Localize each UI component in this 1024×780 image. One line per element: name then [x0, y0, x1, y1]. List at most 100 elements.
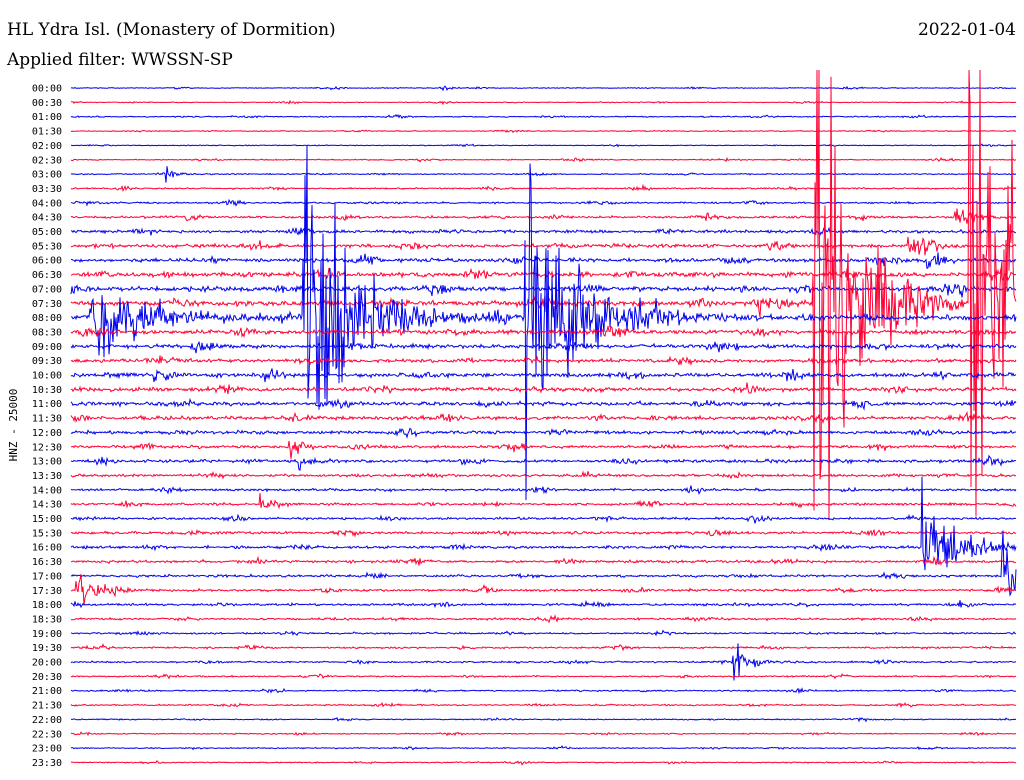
trace-line — [70, 183, 1017, 193]
time-label: 05:30 — [32, 241, 62, 252]
trace-line — [70, 208, 1017, 224]
time-label: 06:00 — [32, 256, 62, 267]
trace-line — [70, 470, 1017, 480]
time-label: 22:00 — [32, 715, 62, 726]
time-label: 11:00 — [32, 399, 62, 410]
trace-line — [70, 236, 1017, 256]
time-label: 07:30 — [32, 299, 62, 310]
trace-line — [70, 368, 1017, 383]
trace-line — [70, 687, 1017, 695]
trace-line — [70, 614, 1017, 624]
trace-line — [70, 283, 1017, 298]
trace-line — [70, 69, 1017, 520]
trace-line — [70, 629, 1017, 637]
time-label: 14:00 — [32, 485, 62, 496]
trace-line — [70, 555, 1017, 566]
trace-line — [70, 731, 1017, 737]
trace-line — [70, 440, 1017, 460]
time-label: 21:00 — [32, 686, 62, 697]
time-label: 13:00 — [32, 457, 62, 468]
time-label: 20:30 — [32, 672, 62, 683]
trace-line — [70, 226, 1017, 237]
time-label: 16:30 — [32, 557, 62, 568]
time-label: 03:00 — [32, 170, 62, 181]
time-label: 18:00 — [32, 600, 62, 611]
time-label: 04:00 — [32, 198, 62, 209]
trace-line — [71, 745, 1017, 751]
time-label: 20:00 — [32, 658, 62, 669]
trace-line — [70, 166, 1017, 183]
trace-line — [70, 485, 1017, 495]
trace-line — [70, 701, 1017, 709]
trace-line — [70, 129, 1017, 134]
time-label: 08:30 — [32, 327, 62, 338]
time-label: 00:00 — [32, 84, 62, 95]
time-label: 08:00 — [32, 313, 62, 324]
trace-line — [70, 493, 1017, 510]
trace-line — [70, 85, 1017, 92]
time-label: 10:30 — [32, 385, 62, 396]
trace-line — [70, 114, 1017, 120]
trace-line — [70, 99, 1017, 106]
time-label: 01:30 — [32, 127, 62, 138]
trace-line — [70, 411, 1017, 425]
seismogram-traces — [70, 69, 1017, 766]
trace-line — [70, 198, 1017, 207]
time-label: 15:00 — [32, 514, 62, 525]
time-label: 18:30 — [32, 614, 62, 625]
time-label: 12:30 — [32, 442, 62, 453]
trace-line — [70, 397, 1017, 411]
time-label: 00:30 — [32, 98, 62, 109]
time-label: 01:00 — [32, 112, 62, 123]
trace-line — [71, 574, 1017, 606]
time-label: 16:00 — [32, 543, 62, 554]
filter-label: Applied filter: WWSSN-SP — [7, 50, 233, 70]
trace-line — [70, 340, 1017, 354]
trace-line — [70, 325, 1017, 339]
time-label: 13:30 — [32, 471, 62, 482]
time-label: 22:30 — [32, 729, 62, 740]
time-label: 02:00 — [32, 141, 62, 152]
channel-axis-label: HNZ - 25000 — [7, 389, 20, 462]
trace-line — [70, 760, 1017, 766]
time-label: 14:30 — [32, 500, 62, 511]
time-label: 03:30 — [32, 184, 62, 195]
trace-line — [70, 476, 1017, 571]
station-title: HL Ydra Isl. (Monastery of Dormition) — [7, 20, 336, 40]
trace-line — [70, 530, 1017, 597]
time-label: 12:00 — [32, 428, 62, 439]
time-label: 23:30 — [32, 758, 62, 769]
trace-line — [70, 513, 1017, 524]
trace-line — [70, 267, 1017, 282]
time-label: 04:30 — [32, 213, 62, 224]
time-label: 21:30 — [32, 701, 62, 712]
trace-line — [70, 643, 1017, 681]
trace-line — [70, 252, 1017, 270]
trace-line — [70, 157, 1017, 163]
time-label: 05:00 — [32, 227, 62, 238]
trace-line — [70, 673, 1017, 680]
time-label: 09:30 — [32, 356, 62, 367]
trace-line — [70, 143, 1017, 148]
time-label: 02:30 — [32, 155, 62, 166]
time-label: 06:30 — [32, 270, 62, 281]
date-label: 2022-01-04 — [917, 20, 1016, 40]
time-label: 17:00 — [32, 571, 62, 582]
trace-line — [70, 427, 1017, 439]
time-label: 09:00 — [32, 342, 62, 353]
trace-line — [70, 382, 1017, 395]
trace-line — [70, 643, 1017, 652]
trace-line — [71, 716, 1017, 723]
time-label: 11:30 — [32, 414, 62, 425]
time-label: 07:00 — [32, 284, 62, 295]
time-label: 19:00 — [32, 629, 62, 640]
trace-line — [70, 599, 1017, 609]
time-label: 19:30 — [32, 643, 62, 654]
time-label: 17:30 — [32, 586, 62, 597]
time-label: 10:00 — [32, 371, 62, 382]
trace-line — [70, 454, 1017, 471]
time-axis-labels: 00:00 00:30 01:00 01:30 02:00 02:30 03:00 03:30… — [32, 84, 62, 769]
trace-line — [70, 529, 1017, 538]
time-label: 23:00 — [32, 744, 62, 755]
